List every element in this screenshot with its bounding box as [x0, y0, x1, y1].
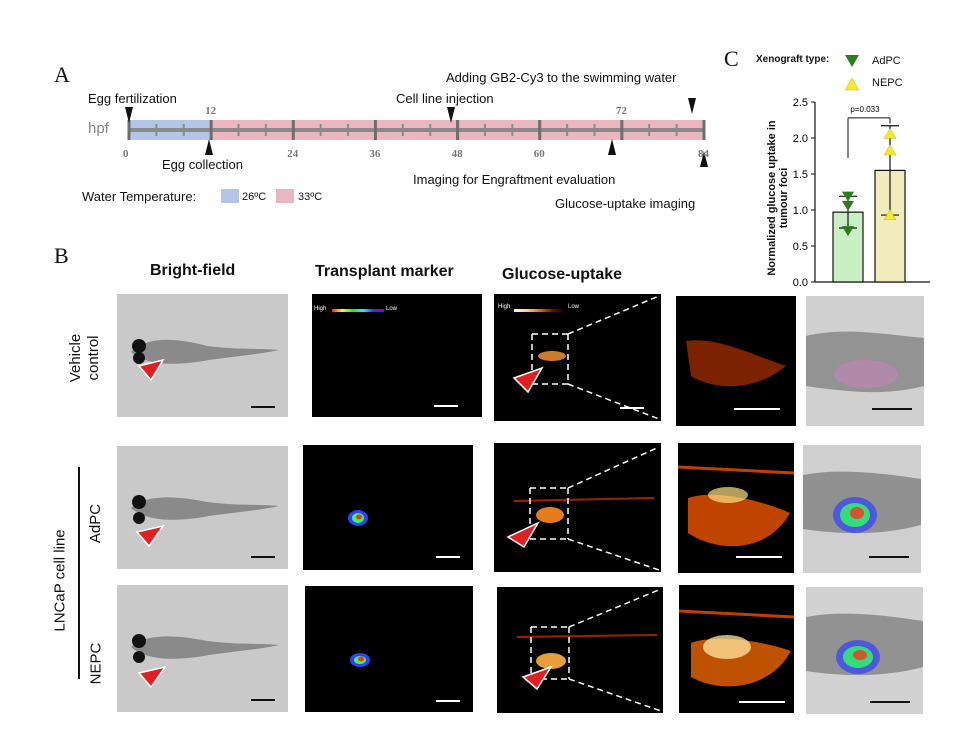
event-adding-gb2: Adding GB2-Cy3 to the swimming water	[446, 70, 677, 85]
colorbar-transplant	[332, 309, 384, 312]
arrow-glucose-imaging-icon	[700, 151, 708, 167]
colorbar-high-label: High	[314, 306, 327, 312]
y-tick-label: 2.5	[793, 97, 808, 109]
panel-letter-b: B	[54, 243, 69, 268]
temp-swatch-26	[221, 189, 239, 203]
glucose-zoom-vehicle	[676, 296, 796, 426]
timeline-panel: Egg fertilization Cell line injection Ad…	[0, 0, 720, 230]
data-point-adpc	[842, 226, 854, 237]
temp-33-label: 33ºC	[298, 191, 323, 203]
colorbar-high-label-2: High	[498, 304, 511, 310]
glucose-zoom-nepc	[679, 585, 794, 713]
glucose-nepc	[497, 587, 663, 713]
timeline-tick-label: 48	[451, 148, 463, 160]
brightfield-adpc	[117, 446, 288, 569]
temp-swatch-33	[276, 189, 294, 203]
tumour-arrow-icon	[137, 358, 165, 382]
temperature-label: Water Temperature:	[82, 189, 197, 204]
bar-chart: 0.0 0.5 1.0 1.5 2.0 2.5 p=0.033	[793, 97, 930, 289]
overlay-nepc	[806, 587, 923, 714]
timeline-tick-label: 36	[369, 148, 381, 160]
row-label-adpc: AdPC	[87, 503, 105, 543]
data-point-nepc	[883, 144, 897, 156]
timeline-tick-label: 60	[533, 148, 545, 160]
legend-title: Xenograft type:	[756, 54, 830, 65]
glucose-vehicle: High Low	[494, 294, 661, 421]
timeline-tick-label: 24	[287, 148, 299, 160]
legend-nepc-icon	[844, 77, 860, 91]
col-title-glucose-uptake: Glucose-uptake	[502, 266, 623, 283]
colorbar-low-label: Low	[386, 306, 398, 312]
group-bracket	[78, 467, 80, 679]
timeline-tick-label: 12	[205, 105, 217, 117]
timeline-tick-label: 0	[123, 148, 129, 160]
colorbar-glucose	[514, 309, 566, 312]
transplant-nepc	[305, 586, 473, 712]
timeline-tick-label: 72	[615, 105, 627, 117]
data-point-nepc	[883, 209, 897, 221]
colorbar-low-label-2: Low	[568, 304, 580, 310]
row-label-nepc: NEPC	[87, 642, 105, 684]
col-title-transplant-marker: Transplant marker	[315, 263, 454, 280]
scalebar	[434, 405, 458, 407]
event-egg-fertilization: Egg fertilization	[88, 91, 177, 106]
timeline-tick-label: 84	[698, 148, 709, 160]
timeline-bar	[125, 98, 708, 167]
y-tick-label: 2.0	[793, 133, 808, 145]
brightfield-vehicle	[117, 294, 288, 417]
glucose-adpc	[494, 443, 661, 572]
legend-markers	[844, 55, 860, 91]
arrow-engraftment-icon	[608, 139, 616, 155]
arrow-injection-icon	[447, 107, 455, 123]
row-label-vehicle-text: Vehicle control	[67, 333, 102, 383]
panel-letter-c: C	[724, 46, 739, 71]
y-tick-label: 1.5	[793, 169, 808, 181]
event-imaging-engraftment: Imaging for Engraftment evaluation	[413, 172, 616, 187]
col-title-bright-field: Bright-field	[150, 262, 236, 279]
timeline-axis-label: hpf	[88, 120, 109, 137]
data-point-adpc	[842, 191, 854, 202]
overlay-vehicle	[806, 296, 924, 426]
group-label-lncap: LNCaP cell line	[51, 528, 69, 632]
overlay-adpc	[803, 445, 921, 573]
legend-adpc-icon	[845, 55, 859, 67]
data-point-adpc	[842, 200, 854, 211]
event-egg-collection: Egg collection	[162, 157, 243, 172]
y-tick-label: 1.0	[793, 205, 808, 217]
event-cell-line-injection: Cell line injection	[396, 91, 494, 106]
transplant-vehicle: High Low	[312, 294, 482, 417]
panel-letter-a: A	[54, 62, 70, 87]
event-glucose-imaging: Glucose-uptake imaging	[555, 196, 696, 211]
legend-adpc-label: AdPC	[872, 55, 901, 67]
temp-26-label: 26ºC	[242, 191, 267, 203]
data-point-nepc	[883, 127, 897, 139]
transplant-adpc	[303, 445, 473, 570]
arrow-gb2-icon	[688, 98, 696, 114]
arrow-egg-collection-icon	[205, 139, 213, 155]
y-tick-label: 0.5	[793, 241, 808, 253]
row-label-vehicle-control: Vehicle control	[67, 323, 103, 393]
arrow-fertilization-icon	[125, 107, 133, 123]
legend-nepc-label: NEPC	[872, 77, 903, 89]
p-value-annotation: p=0.033	[850, 105, 880, 114]
y-tick-label: 0.0	[793, 277, 808, 289]
glucose-zoom-adpc	[678, 443, 794, 573]
brightfield-nepc	[117, 585, 288, 712]
